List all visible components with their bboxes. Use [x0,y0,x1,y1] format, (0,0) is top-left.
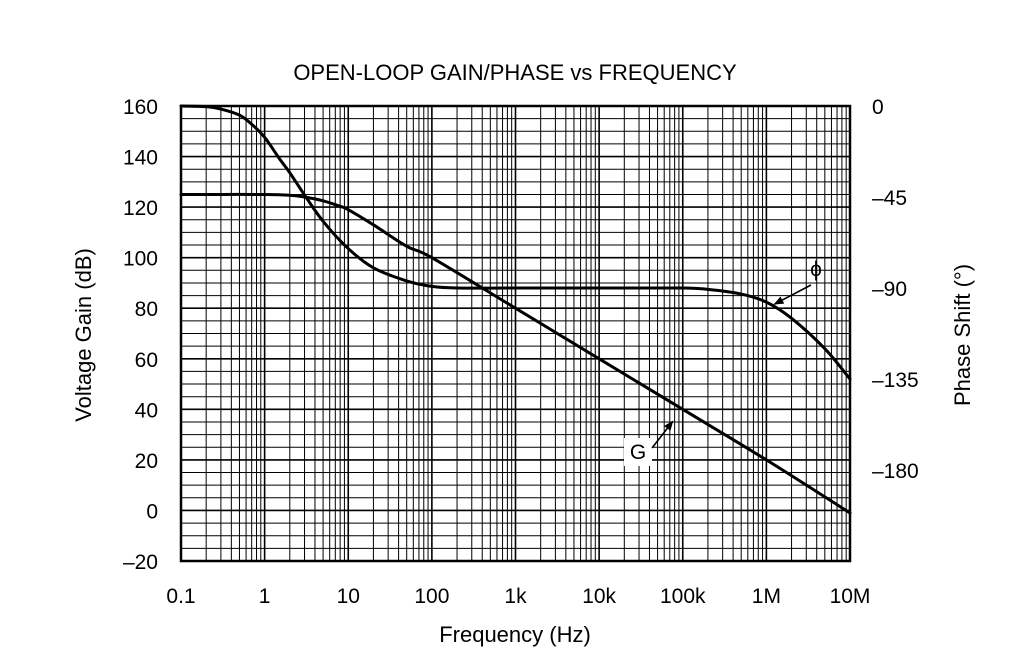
tick-labels: 0.1 1 10 100 1k 10k 100k 1M 10M 160 140 120 100 80 60 4… [123,96,919,608]
y-axis-label: Voltage Gain (dB) [71,248,96,422]
y2-tick-label: –180 [872,460,919,483]
y-tick-label: –20 [123,551,158,574]
y2-tick-label: –90 [872,278,907,301]
y2-axis-label: Phase Shift (°) [950,264,975,406]
plot-border [179,104,852,563]
y2-tick-label: –135 [872,369,919,392]
annotations: ϕG [624,258,822,466]
y-tick-label: 140 [123,147,158,170]
y-tick-label: 20 [135,450,158,473]
x-tick-label: 1M [752,585,781,608]
x-tick-label: 10 [337,585,360,608]
grid [180,105,851,562]
annotation-label-bg-gain [624,438,652,466]
x-tick-label: 0.1 [166,585,195,608]
chart-title: OPEN-LOOP GAIN/PHASE vs FREQUENCY [293,60,737,85]
plot-frame [179,104,852,563]
annotation-arrow-phase [773,284,812,305]
x-tick-label: 1 [259,585,271,608]
annotation-label-phase: ϕ [810,258,822,281]
y2-tick-label: –45 [872,187,907,210]
y-tick-label: 40 [135,399,158,422]
x-tick-label: 10k [582,585,616,608]
x-tick-label: 1k [504,585,527,608]
y-tick-label: 120 [123,197,158,220]
series-line-phase [179,104,852,381]
y-tick-label: 0 [146,500,158,523]
y-tick-label: 60 [135,349,158,372]
y-tick-label: 80 [135,298,158,321]
curves [179,104,852,515]
x-tick-label: 10M [830,585,871,608]
series-line-gain [179,192,852,515]
y2-tick-label: 0 [872,96,884,119]
x-tick-label: 100k [660,585,706,608]
annotation-label-gain: G [630,441,646,464]
y-tick-label: 100 [123,248,158,271]
y-tick-label: 160 [123,96,158,119]
x-tick-label: 100 [414,585,449,608]
x-axis-label: Frequency (Hz) [439,622,591,647]
annotation-arrow-gain [651,420,674,449]
